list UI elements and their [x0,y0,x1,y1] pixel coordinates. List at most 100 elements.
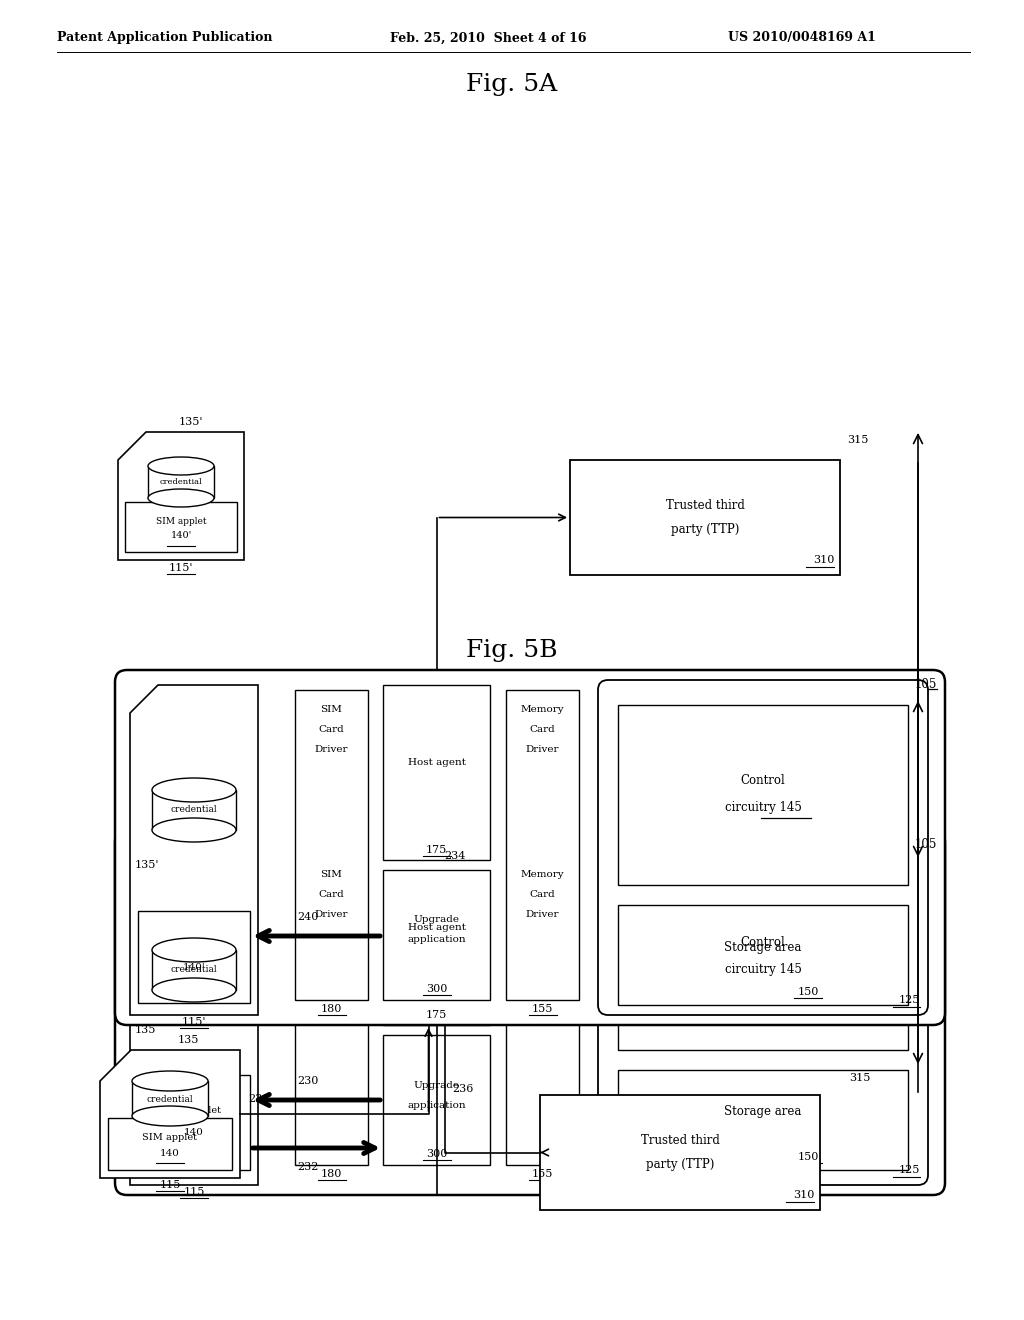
Text: 150: 150 [798,1152,818,1162]
Text: 300: 300 [426,983,447,994]
Bar [125,502,237,552]
Ellipse shape [152,818,236,842]
Ellipse shape [152,939,236,962]
Polygon shape [118,432,244,560]
Bar [383,850,490,1026]
Text: party (TTP): party (TTP) [646,1158,714,1171]
Bar [506,855,579,1166]
Text: 300: 300 [426,1148,447,1159]
Bar [148,466,214,498]
Text: Card: Card [318,890,344,899]
Text: circuitry 145: circuitry 145 [725,964,802,975]
Text: 150: 150 [798,987,818,997]
Bar [383,685,490,861]
Bar [295,690,368,1001]
Text: 238: 238 [248,1094,269,1104]
Bar [383,870,490,1001]
Text: 315: 315 [849,1073,870,1082]
Text: 234: 234 [444,851,466,861]
Text: 180: 180 [321,1170,342,1179]
Bar [506,690,579,1001]
Text: Fig. 5B: Fig. 5B [466,639,558,661]
Bar [383,1035,490,1166]
Polygon shape [130,840,258,1185]
Ellipse shape [132,1071,208,1092]
Bar [152,950,236,990]
Text: Storage area: Storage area [724,940,802,953]
Text: 180: 180 [321,1005,342,1014]
Text: 105: 105 [914,678,937,690]
Text: 135: 135 [135,1026,157,1035]
Text: US 2010/0048169 A1: US 2010/0048169 A1 [728,32,876,45]
Bar [138,911,250,1003]
Text: credential: credential [171,805,217,814]
Text: 125: 125 [899,995,920,1005]
Text: 125: 125 [899,1166,920,1175]
Text: Driver: Driver [525,909,559,919]
Text: Upgrade: Upgrade [414,1081,460,1089]
Polygon shape [130,685,258,1015]
Text: application: application [408,936,466,945]
Text: Host agent: Host agent [408,923,466,932]
Text: 140: 140 [184,1129,204,1137]
Text: 115': 115' [181,1016,206,1027]
Text: 140': 140' [182,962,206,972]
Bar [152,789,236,830]
Polygon shape [100,1049,240,1177]
Text: Card: Card [318,725,344,734]
Ellipse shape [152,978,236,1002]
Text: credential: credential [146,1094,194,1104]
Text: application: application [408,1101,466,1110]
Text: Feb. 25, 2010  Sheet 4 of 16: Feb. 25, 2010 Sheet 4 of 16 [390,32,587,45]
Text: 310: 310 [793,1191,814,1200]
Text: 115: 115 [160,1180,180,1191]
Bar [132,1081,208,1115]
Text: SIM applet: SIM applet [142,1133,198,1142]
Text: SIM: SIM [321,870,342,879]
Ellipse shape [132,1106,208,1126]
FancyBboxPatch shape [115,830,945,1195]
Text: Patent Application Publication: Patent Application Publication [57,32,272,45]
Text: Fig. 5A: Fig. 5A [466,74,558,96]
Text: 175: 175 [426,1010,447,1020]
Text: 105: 105 [914,838,937,851]
FancyBboxPatch shape [598,840,928,1185]
Text: SIM: SIM [321,705,342,714]
Text: 115: 115 [183,1187,205,1197]
Text: Card: Card [529,890,555,899]
FancyBboxPatch shape [598,680,928,1015]
Text: 135': 135' [179,417,203,426]
Text: 115': 115' [169,564,194,573]
Bar [618,865,908,1049]
Text: 315: 315 [847,436,868,445]
Bar [570,459,840,576]
Text: Driver: Driver [314,744,348,754]
Text: Control: Control [740,774,785,787]
Text: 140: 140 [160,1148,180,1158]
Bar [618,906,908,1005]
Text: 155: 155 [531,1170,553,1179]
Text: 135: 135 [177,1035,199,1045]
Text: 175: 175 [426,845,447,855]
Text: credential: credential [171,965,217,974]
Text: Control: Control [740,936,785,949]
Text: Card: Card [529,725,555,734]
Text: SIM applet: SIM applet [167,1106,221,1115]
Bar [138,1074,250,1170]
Bar [618,1071,908,1170]
Text: Storage area: Storage area [724,1106,802,1118]
Text: Trusted third: Trusted third [666,499,744,512]
Text: 236: 236 [453,1084,474,1094]
Ellipse shape [152,777,236,803]
Text: SIM applet: SIM applet [156,516,206,525]
Text: Trusted third: Trusted third [641,1134,720,1147]
Text: 230: 230 [297,1076,318,1086]
Text: Host agent: Host agent [408,758,466,767]
Text: 310: 310 [813,554,834,565]
Text: 240: 240 [297,912,318,921]
Text: Driver: Driver [314,909,348,919]
Text: party (TTP): party (TTP) [671,523,739,536]
Text: 232: 232 [297,1162,318,1172]
Text: 135': 135' [135,861,160,870]
Text: Upgrade: Upgrade [414,916,460,924]
